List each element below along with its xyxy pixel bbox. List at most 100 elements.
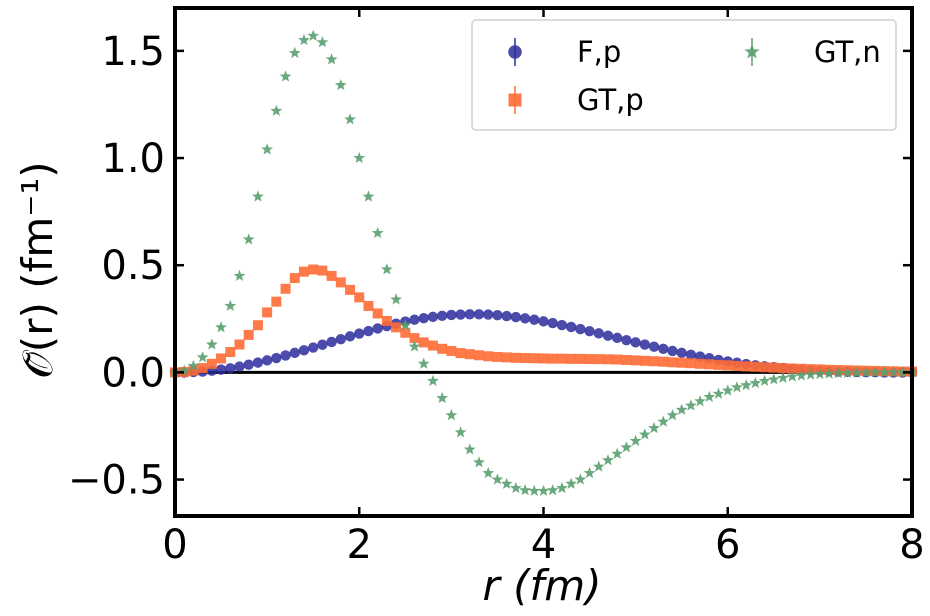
- data-point: [427, 374, 439, 386]
- data-point: [703, 390, 716, 403]
- data-point: [722, 360, 733, 371]
- data-point: [695, 358, 706, 369]
- data-point: [482, 466, 495, 479]
- data-point: [685, 349, 697, 361]
- data-point: [280, 283, 291, 294]
- legend-label: GT,n: [814, 35, 881, 69]
- data-point: [786, 370, 799, 382]
- data-point: [427, 340, 438, 351]
- data-point: [363, 325, 374, 337]
- legend-item: F,p: [508, 35, 621, 69]
- data-point: [620, 441, 633, 453]
- data-point: [593, 354, 604, 365]
- data-point: [658, 343, 669, 355]
- data-point: [197, 363, 208, 374]
- data-point: [252, 190, 264, 202]
- data-point: [510, 352, 521, 363]
- legend-marker: [744, 43, 760, 59]
- data-point: [509, 481, 522, 494]
- data-point: [546, 484, 559, 496]
- data-point: [832, 367, 845, 379]
- data-point: [400, 327, 411, 338]
- data-point: [741, 361, 752, 372]
- data-point: [418, 312, 429, 324]
- data-point: [289, 273, 300, 284]
- data-point: [225, 347, 236, 358]
- data-point: [538, 353, 549, 364]
- data-point: [649, 356, 660, 367]
- data-point: [648, 341, 660, 352]
- data-point: [408, 340, 421, 352]
- data-point: [630, 337, 641, 348]
- data-point: [335, 333, 347, 345]
- data-point: [436, 391, 449, 404]
- data-point: [731, 381, 743, 393]
- x-tick-label: 4: [531, 522, 556, 568]
- data-point: [556, 353, 567, 364]
- data-point: [464, 349, 475, 360]
- legend-label: F,p: [577, 35, 621, 69]
- data-point: [528, 484, 541, 496]
- legend-marker: [508, 45, 522, 59]
- y-tick-label: 0.5: [101, 243, 165, 289]
- data-point: [510, 311, 522, 323]
- data-point: [611, 447, 624, 459]
- data-point: [409, 333, 420, 344]
- data-point: [675, 403, 688, 415]
- data-point: [537, 484, 550, 496]
- data-point: [796, 363, 807, 374]
- data-point: [758, 374, 771, 386]
- data-point: [307, 29, 320, 41]
- data-point: [750, 361, 761, 372]
- data-point: [216, 353, 227, 364]
- data-point: [621, 335, 632, 346]
- data-point: [731, 360, 742, 371]
- data-point: [547, 317, 558, 329]
- data-point: [205, 338, 218, 350]
- data-point: [317, 339, 328, 350]
- data-point: [529, 314, 540, 325]
- data-point: [777, 371, 789, 383]
- data-point: [501, 352, 512, 363]
- data-point: [593, 328, 604, 339]
- data-point: [436, 310, 448, 322]
- data-point: [491, 473, 504, 485]
- data-point: [685, 358, 696, 369]
- data-point: [298, 33, 310, 46]
- data-point: [372, 323, 383, 334]
- data-point: [334, 78, 347, 91]
- data-point: [639, 355, 650, 366]
- data-point: [344, 113, 356, 125]
- data-point: [759, 362, 770, 373]
- data-point: [841, 366, 854, 379]
- data-point: [676, 357, 687, 368]
- legend-item: GT,n: [744, 35, 881, 69]
- y-tick-label: −0.5: [68, 458, 165, 504]
- data-point: [850, 366, 863, 378]
- data-point: [326, 270, 337, 281]
- data-point: [446, 345, 457, 356]
- legend-box: [471, 19, 897, 131]
- data-point: [280, 350, 291, 361]
- data-point: [454, 426, 467, 438]
- data-point: [261, 355, 273, 366]
- data-point: [317, 265, 328, 276]
- data-point: [575, 353, 586, 364]
- data-point: [279, 70, 292, 82]
- data-point: [474, 350, 485, 361]
- data-point: [418, 337, 429, 348]
- data-point: [427, 311, 439, 323]
- data-point: [234, 339, 245, 350]
- data-point: [896, 366, 909, 378]
- data-point: [196, 351, 209, 363]
- data-point: [391, 322, 402, 333]
- data-point: [380, 263, 393, 275]
- data-point: [721, 384, 734, 396]
- data-point: [694, 395, 707, 407]
- data-point: [602, 330, 614, 341]
- data-point: [354, 328, 365, 339]
- data-point: [639, 339, 651, 350]
- data-point: [813, 367, 826, 380]
- data-point: [372, 308, 383, 319]
- data-point: [187, 359, 200, 371]
